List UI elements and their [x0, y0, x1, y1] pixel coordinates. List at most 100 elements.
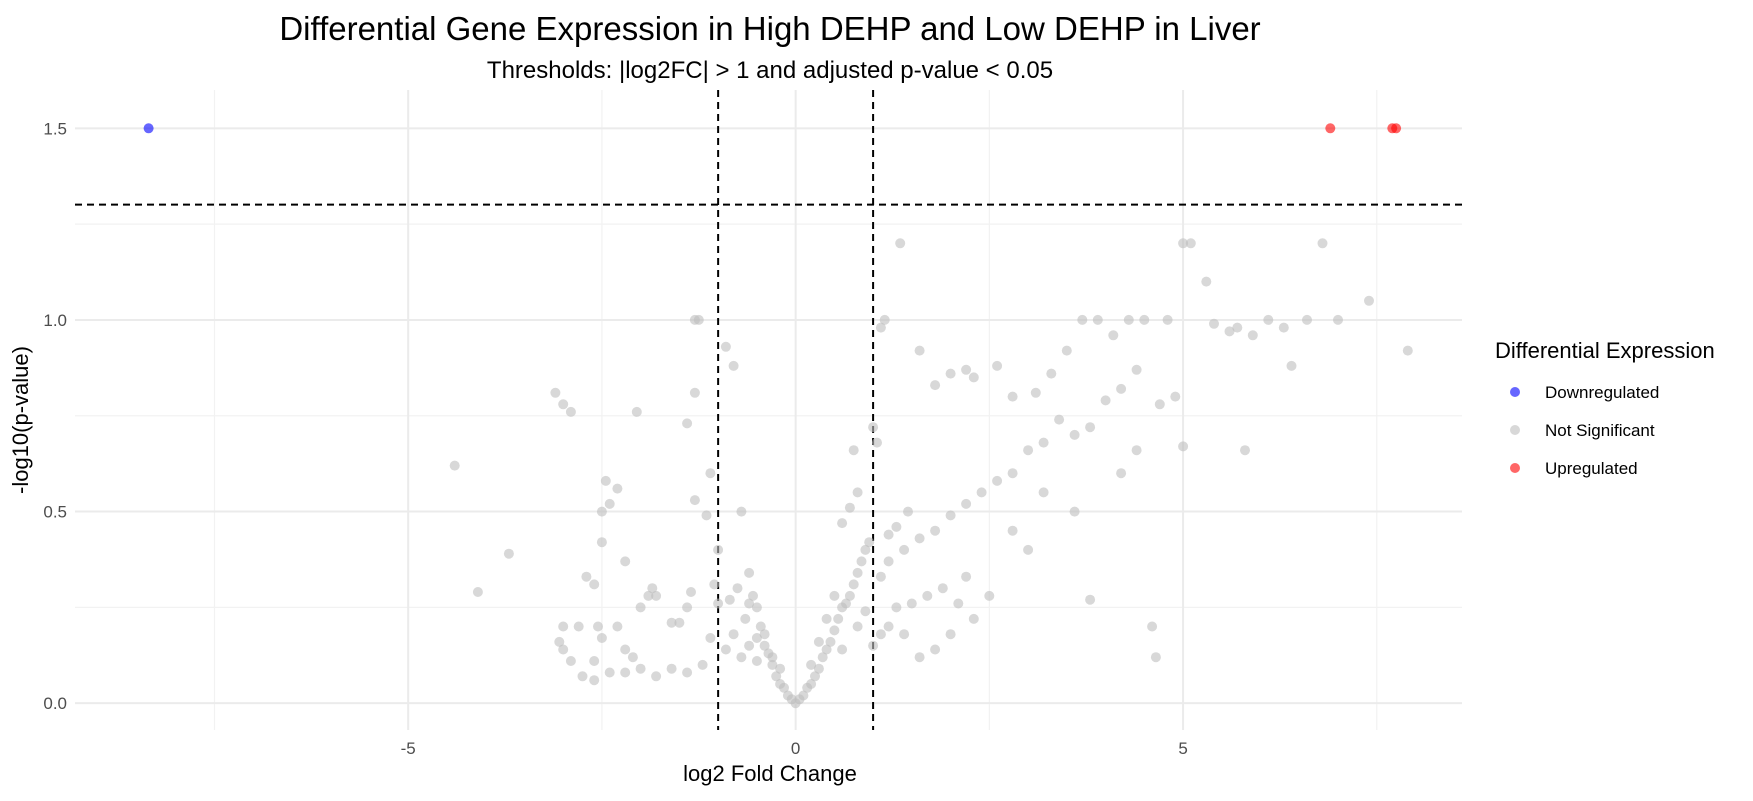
axes: -5 0 5 0.0 0.5 1.0 1.5 [43, 119, 1187, 758]
legend: Differential Expression Downregulated Not… [1495, 338, 1715, 478]
point-not-significant [875, 571, 886, 582]
point-not-significant [1150, 652, 1161, 663]
point-not-significant [1085, 594, 1096, 605]
point-not-significant [682, 418, 693, 429]
point-not-significant [449, 460, 460, 471]
point-not-significant [771, 671, 782, 682]
point-not-significant [740, 613, 751, 624]
point-not-significant [879, 314, 890, 325]
point-not-significant [837, 644, 848, 655]
y-tick-label: 1.0 [43, 311, 67, 330]
point-not-significant [554, 636, 565, 647]
point-not-significant [558, 621, 569, 632]
y-tick-label: 0.0 [43, 694, 67, 713]
point-not-significant [860, 544, 871, 555]
point-not-significant [596, 506, 607, 517]
point-not-significant [798, 690, 809, 701]
point-not-significant [612, 621, 623, 632]
point-not-significant [1131, 445, 1142, 456]
y-tick-label: 1.5 [43, 119, 67, 138]
point-not-significant [724, 594, 735, 605]
point-not-significant [558, 399, 569, 410]
point-not-significant [883, 621, 894, 632]
point-not-significant [596, 633, 607, 643]
point-not-significant [945, 629, 956, 640]
point-not-significant [1333, 314, 1343, 325]
point-not-significant [596, 537, 607, 548]
point-not-significant [937, 583, 948, 594]
legend-label: Downregulated [1545, 383, 1659, 402]
point-not-significant [875, 322, 886, 333]
point-not-significant [651, 590, 662, 601]
point-not-significant [1201, 276, 1212, 287]
point-not-significant [968, 372, 979, 383]
point-not-significant [751, 633, 762, 643]
point-not-significant [961, 571, 972, 582]
point-not-significant [844, 590, 855, 601]
point-not-significant [709, 579, 720, 590]
point-not-significant [635, 602, 646, 613]
point-not-significant [744, 640, 755, 651]
point-not-significant [1007, 468, 1018, 479]
point-not-significant [647, 583, 658, 594]
point-not-significant [1302, 314, 1312, 325]
point-not-significant [1092, 314, 1103, 325]
point-not-significant [751, 656, 762, 666]
point-downregulated [143, 123, 154, 134]
data-points [143, 123, 1413, 709]
point-not-significant [852, 487, 863, 498]
point-not-significant [1100, 395, 1111, 406]
point-not-significant [1224, 326, 1235, 337]
point-not-significant [844, 502, 855, 513]
point-not-significant [1038, 437, 1049, 448]
point-not-significant [779, 682, 789, 693]
y-tick-label: 0.5 [43, 503, 67, 522]
point-not-significant [759, 629, 770, 640]
point-not-significant [821, 644, 832, 655]
point-not-significant [550, 387, 561, 398]
point-not-significant [620, 667, 631, 678]
point-not-significant [1123, 314, 1134, 325]
point-not-significant [1131, 364, 1142, 375]
point-not-significant [953, 598, 964, 609]
point-not-significant [713, 544, 724, 555]
point-not-significant [992, 360, 1003, 371]
threshold-lines [75, 90, 1462, 730]
point-not-significant [930, 525, 941, 536]
y-axis-title: -log10(p-value) [8, 346, 33, 494]
point-not-significant [751, 602, 762, 613]
point-not-significant [848, 579, 859, 590]
point-not-significant [565, 406, 576, 417]
point-not-significant [627, 652, 638, 663]
point-not-significant [1007, 391, 1018, 402]
point-not-significant [1170, 391, 1181, 402]
point-not-significant [829, 625, 840, 636]
legend-key [1510, 463, 1520, 473]
point-not-significant [872, 437, 882, 448]
point-not-significant [666, 663, 677, 674]
chart-subtitle: Thresholds: |log2FC| > 1 and adjusted p-… [487, 57, 1053, 84]
point-not-significant [697, 659, 708, 670]
point-not-significant [825, 636, 836, 647]
point-not-significant [1178, 441, 1189, 452]
point-not-significant [976, 487, 987, 498]
point-not-significant [705, 633, 716, 643]
point-not-significant [833, 613, 844, 624]
point-not-significant [589, 675, 600, 686]
point-not-significant [612, 483, 623, 494]
x-tick-label: -5 [401, 739, 416, 758]
point-not-significant [895, 238, 906, 249]
legend-items: Downregulated Not Significant Upregulated [1510, 383, 1659, 478]
point-not-significant [903, 506, 913, 517]
point-not-significant [817, 652, 828, 663]
point-not-significant [1061, 345, 1072, 356]
point-not-significant [1232, 322, 1243, 333]
point-not-significant [914, 533, 925, 544]
point-not-significant [930, 644, 941, 655]
point-not-significant [1162, 314, 1173, 325]
point-not-significant [744, 598, 755, 609]
point-not-significant [1263, 314, 1274, 325]
point-not-significant [1007, 525, 1018, 536]
point-not-significant [984, 590, 995, 601]
